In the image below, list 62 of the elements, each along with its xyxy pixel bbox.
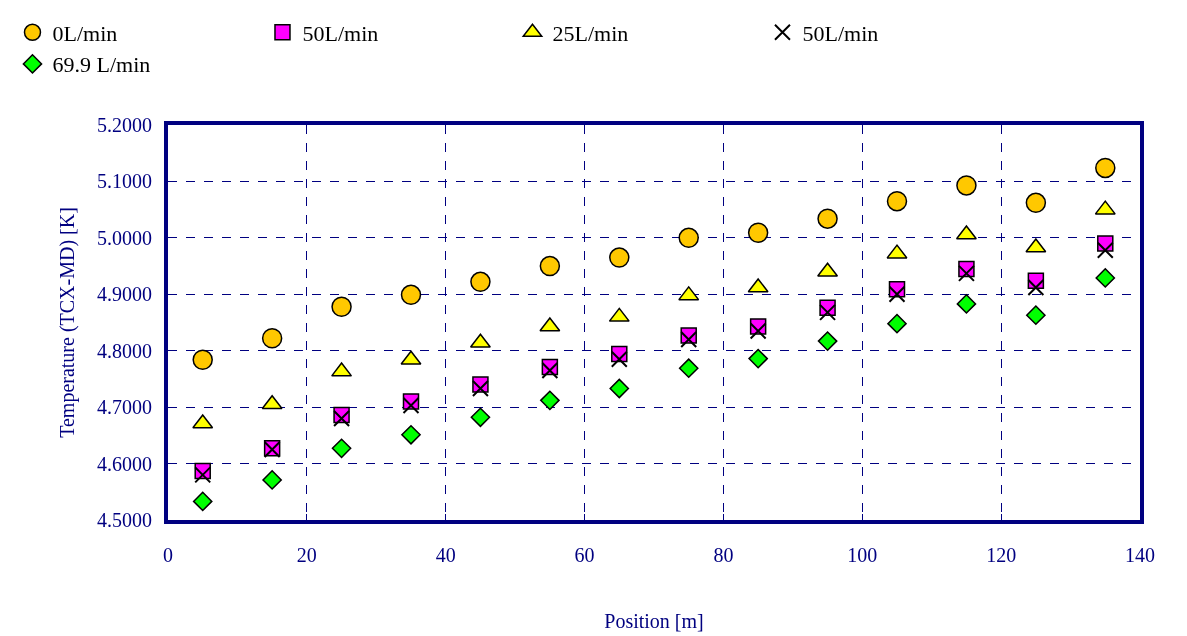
point	[192, 349, 213, 370]
point	[471, 380, 489, 398]
y-tick-label: 4.6000	[97, 452, 152, 475]
y-tick-label: 5.2000	[97, 114, 152, 136]
point	[817, 331, 838, 351]
point	[610, 350, 628, 368]
point	[748, 348, 768, 369]
y-tick-label: 5.0000	[97, 226, 152, 249]
point	[262, 470, 282, 490]
x-tick-label: 140	[1125, 544, 1155, 566]
point	[1025, 192, 1047, 214]
point	[886, 190, 908, 212]
point	[400, 284, 422, 306]
point	[1026, 305, 1046, 326]
point	[678, 227, 699, 249]
point	[817, 208, 838, 229]
point	[1095, 157, 1116, 179]
point	[402, 396, 420, 414]
point	[470, 407, 491, 428]
legend-label: 25L/min	[552, 20, 629, 46]
point	[331, 296, 352, 317]
x-tick-label: 0	[163, 544, 173, 566]
point	[749, 322, 767, 340]
point	[956, 294, 977, 314]
point	[609, 378, 630, 399]
point	[1027, 279, 1045, 297]
point	[819, 303, 837, 321]
x-tick-label: 60	[574, 544, 595, 566]
point	[401, 424, 421, 445]
x-tick-label: 40	[435, 544, 456, 566]
point	[747, 222, 769, 244]
point	[680, 330, 698, 348]
x-tick-label: 100	[847, 544, 878, 566]
y-tick-label: 4.8000	[97, 339, 152, 362]
point	[194, 466, 212, 484]
point	[888, 285, 906, 303]
y-tick-label: 4.9000	[97, 283, 152, 306]
point	[609, 247, 630, 268]
legend-label: 50L/min	[802, 20, 879, 46]
x-tick-label: 120	[986, 544, 1017, 566]
point	[470, 271, 491, 293]
legend-label: 69.9 L/min	[52, 52, 151, 78]
point	[1095, 268, 1116, 288]
point	[331, 438, 352, 459]
point	[539, 255, 561, 277]
point	[887, 313, 907, 334]
x-tick-label: 20	[296, 544, 317, 566]
point	[261, 328, 283, 349]
point	[192, 491, 213, 512]
point	[957, 264, 975, 282]
y-tick-label: 4.7000	[97, 396, 152, 419]
point	[678, 358, 699, 379]
point	[540, 390, 560, 411]
point	[956, 175, 977, 196]
legend-label: 0L/min	[52, 20, 118, 46]
y-tick-label: 5.1000	[97, 170, 152, 193]
x-tick-label: 80	[713, 544, 734, 566]
y-tick-label: 4.5000	[97, 509, 152, 531]
legend-label: 50L/min	[302, 20, 379, 46]
x-axis-title: Position [m]	[604, 610, 704, 632]
y-axis-title: Temperature (TCX-MD) [K]	[56, 207, 79, 438]
point	[1096, 241, 1114, 259]
